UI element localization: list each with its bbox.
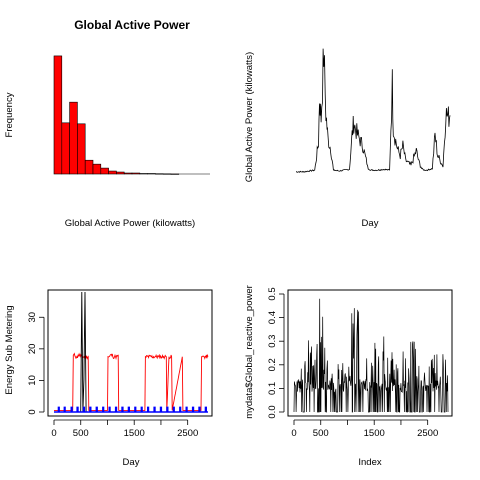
- histogram-bar: [77, 123, 86, 175]
- gap-ylabel: Global Active Power (kilowatts): [244, 52, 255, 182]
- histogram-bar: [100, 167, 109, 175]
- histogram-bar: [139, 173, 148, 175]
- panel-reactive: 0 500 1500 2500 0.0 0.1 0.2 0.3 0.4 0.5 Index my…: [244, 285, 453, 468]
- x-tick-label: 1500: [124, 428, 145, 439]
- reactive-series: [293, 298, 449, 413]
- y-tick-label: 0: [27, 409, 38, 414]
- reactive-y-axis: 0.0 0.1 0.2 0.3 0.4 0.5: [267, 287, 285, 419]
- sub-metering-y-axis: 0 10 20 30: [27, 312, 45, 415]
- x-tick-label: 0: [51, 428, 56, 439]
- x-tick-label: 2500: [177, 428, 198, 439]
- y-tick-label: 0.1: [267, 382, 278, 395]
- sub-metering-1-line: [54, 291, 208, 413]
- reactive-line: [293, 298, 449, 413]
- x-tick-label: 1500: [364, 428, 385, 439]
- sub-metering-plot-box: [47, 289, 213, 417]
- x-tick-label: 2500: [417, 428, 438, 439]
- panel-sub-metering: 0 500 1500 2500 0 10 20 30 Day Energy Sub Mete…: [4, 289, 213, 468]
- y-tick-label: 0.3: [267, 335, 278, 348]
- histogram-ylabel: Frequency: [4, 92, 15, 137]
- gap-line-path: [295, 48, 451, 173]
- sub-metering-x-axis: 0 500 1500 2500: [51, 419, 198, 439]
- histogram-bar: [155, 173, 164, 175]
- y-tick-label: 30: [27, 312, 38, 323]
- reactive-xlabel: Index: [358, 457, 381, 468]
- y-tick-label: 20: [27, 344, 38, 355]
- reactive-ylabel: mydata$Global_reactive_power: [244, 285, 255, 419]
- y-tick-label: 0.0: [267, 405, 278, 418]
- sub-metering-3-line: [54, 406, 208, 413]
- x-tick-label: 500: [313, 428, 329, 439]
- y-tick-label: 0.4: [267, 311, 278, 324]
- reactive-x-axis: 0 500 1500 2500: [291, 419, 438, 439]
- x-tick-label: 0: [291, 428, 296, 439]
- histogram-bar: [116, 171, 125, 175]
- gap-xlabel: Day: [362, 218, 379, 229]
- histogram-bar: [170, 173, 180, 175]
- y-tick-label: 0.5: [267, 287, 278, 300]
- y-tick-label: 0.2: [267, 358, 278, 371]
- histogram-bar: [147, 173, 156, 175]
- panel-gap-line: Day Global Active Power (kilowatts): [244, 48, 451, 229]
- sub-metering-series: [54, 291, 209, 413]
- histogram-bar: [69, 101, 78, 175]
- histogram-xlabel: Global Active Power (kilowatts): [65, 218, 195, 229]
- histogram-bar: [61, 122, 70, 175]
- panel-histogram: Global Active Power Global Active Power …: [4, 18, 210, 229]
- histogram-bar: [123, 172, 133, 175]
- histogram-bar: [108, 170, 117, 175]
- histogram-title: Global Active Power: [74, 18, 190, 32]
- histogram-bar: [53, 55, 63, 175]
- histogram-bar: [92, 163, 102, 175]
- histogram-bar: [162, 173, 172, 175]
- sub-metering-ylabel: Energy Sub Metering: [4, 305, 15, 394]
- histogram-bar: [84, 159, 94, 175]
- gap-line-series: [295, 48, 451, 173]
- sub-metering-xlabel: Day: [123, 457, 140, 468]
- sub-metering-2-line: [54, 352, 209, 411]
- y-tick-label: 10: [27, 375, 38, 386]
- reactive-plot-box: [287, 289, 453, 417]
- x-tick-label: 500: [73, 428, 89, 439]
- histogram-bar: [131, 172, 141, 175]
- histogram-bars: [53, 55, 210, 175]
